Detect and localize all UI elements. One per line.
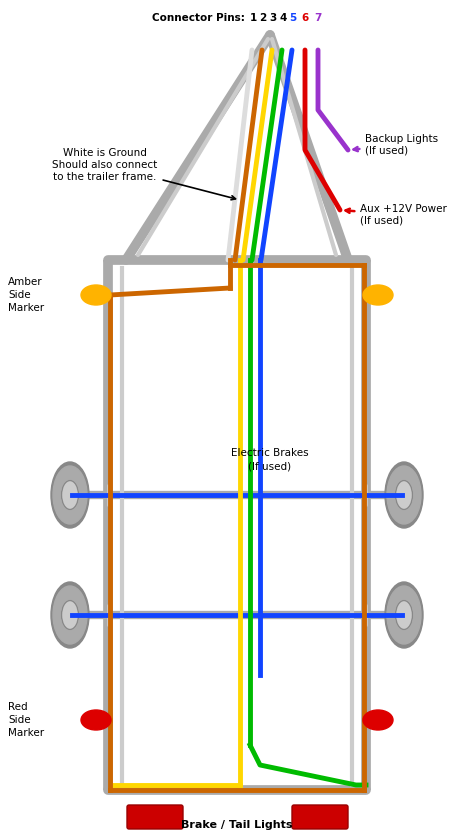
Text: 2: 2: [259, 13, 266, 23]
Ellipse shape: [51, 462, 89, 528]
Ellipse shape: [363, 285, 393, 305]
Ellipse shape: [53, 466, 87, 524]
Text: 5: 5: [289, 13, 297, 23]
Ellipse shape: [363, 710, 393, 730]
Text: Brake / Tail Lights: Brake / Tail Lights: [181, 820, 293, 830]
Ellipse shape: [387, 586, 421, 644]
Ellipse shape: [385, 462, 423, 528]
Text: Electric Brakes
(If used): Electric Brakes (If used): [231, 449, 309, 471]
Ellipse shape: [395, 480, 412, 510]
FancyBboxPatch shape: [292, 805, 348, 829]
Text: Backup Lights
(If used): Backup Lights (If used): [354, 134, 438, 156]
Text: 1: 1: [249, 13, 256, 23]
Text: 7: 7: [314, 13, 322, 23]
Ellipse shape: [81, 285, 111, 305]
Text: Amber
Side
Marker: Amber Side Marker: [8, 277, 44, 314]
Text: Aux +12V Power
(If used): Aux +12V Power (If used): [346, 204, 447, 226]
Ellipse shape: [51, 582, 89, 648]
FancyBboxPatch shape: [127, 805, 183, 829]
Text: 3: 3: [269, 13, 277, 23]
Text: 4: 4: [279, 13, 287, 23]
Ellipse shape: [62, 480, 79, 510]
Ellipse shape: [53, 586, 87, 644]
Ellipse shape: [81, 710, 111, 730]
Text: Connector Pins:: Connector Pins:: [152, 13, 245, 23]
Text: Red
Side
Marker: Red Side Marker: [8, 701, 44, 738]
Ellipse shape: [387, 466, 421, 524]
Text: 6: 6: [301, 13, 309, 23]
Ellipse shape: [395, 600, 412, 630]
Ellipse shape: [385, 582, 423, 648]
Ellipse shape: [62, 600, 79, 630]
Text: White is Ground
Should also connect
to the trailer frame.: White is Ground Should also connect to t…: [52, 148, 236, 200]
